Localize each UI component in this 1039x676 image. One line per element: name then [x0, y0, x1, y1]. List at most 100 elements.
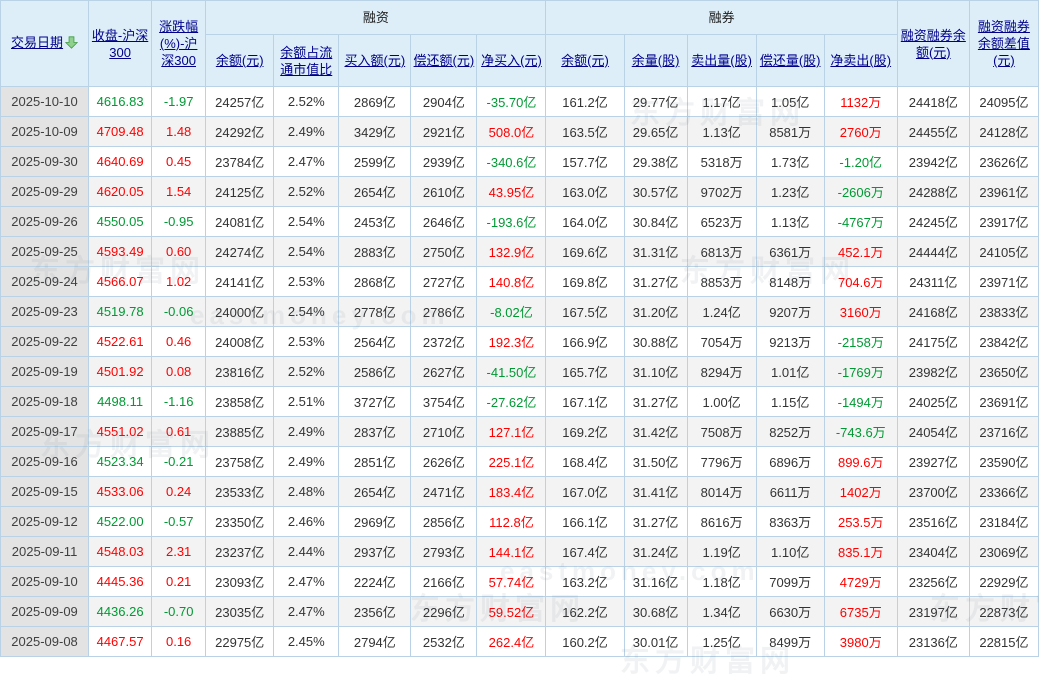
cell-rz-ratio: 2.51%	[273, 386, 340, 417]
col-header-change-csi300[interactable]: 涨跌幅(%)-沪深300	[151, 0, 207, 87]
col-header-rz-buy[interactable]: 买入额(元)	[338, 34, 412, 87]
cell-close: 4551.02	[88, 416, 153, 447]
cell-rz-buy: 3727亿	[338, 386, 412, 417]
cell-rz-net: 192.3亿	[476, 326, 547, 357]
cell-balance-diff: 23842亿	[968, 326, 1039, 357]
cell-total-balance: 23256亿	[896, 566, 970, 597]
trade-date-label[interactable]: 交易日期	[11, 35, 64, 50]
cell-chg: 0.61	[151, 416, 207, 447]
cell-rq-repay: 1.05亿	[755, 86, 825, 117]
cell-rz-balance: 24081亿	[205, 206, 275, 237]
cell-rq-balance: 157.7亿	[545, 146, 625, 177]
cell-rz-ratio: 2.47%	[273, 146, 340, 177]
cell-rq-balance: 169.2亿	[545, 416, 625, 447]
cell-total-balance: 24288亿	[896, 176, 970, 207]
cell-rz-repay: 3754亿	[410, 386, 478, 417]
cell-rz-repay: 2793亿	[410, 536, 478, 567]
col-header-total-balance[interactable]: 融资融券余额(元)	[896, 0, 970, 87]
cell-rq-net: 4729万	[823, 566, 898, 597]
cell-total-balance: 23982亿	[896, 356, 970, 387]
cell-rq-net: 253.5万	[823, 506, 898, 537]
cell-rq-qty: 30.01亿	[623, 626, 688, 657]
table-row: 2025-09-23 4519.78 -0.06 24000亿 2.54% 2778亿 27…	[0, 296, 1039, 327]
cell-rz-repay: 2646亿	[410, 206, 478, 237]
cell-rq-qty: 31.27亿	[623, 506, 688, 537]
cell-close: 4620.05	[88, 176, 153, 207]
table-row: 2025-09-11 4548.03 2.31 23237亿 2.44% 2937亿 279…	[0, 536, 1039, 567]
cell-total-balance: 24455亿	[896, 116, 970, 147]
cell-rq-net: 452.1万	[823, 236, 898, 267]
cell-rq-qty: 29.65亿	[623, 116, 688, 147]
cell-balance-diff: 23069亿	[968, 536, 1039, 567]
cell-rz-net: -340.6亿	[476, 146, 547, 177]
cell-balance-diff: 22815亿	[968, 626, 1039, 657]
cell-rq-sell: 7508万	[686, 416, 757, 447]
cell-chg: -1.16	[151, 386, 207, 417]
cell-rq-repay: 6361万	[755, 236, 825, 267]
col-header-rz-net[interactable]: 净买入(元)	[476, 34, 547, 87]
cell-rq-sell: 8853万	[686, 266, 757, 297]
cell-rz-buy: 2883亿	[338, 236, 412, 267]
cell-rz-buy: 2654亿	[338, 476, 412, 507]
cell-rq-balance: 166.9亿	[545, 326, 625, 357]
cell-rq-sell: 1.19亿	[686, 536, 757, 567]
cell-rz-net: 262.4亿	[476, 626, 547, 657]
table-row: 2025-09-26 4550.05 -0.95 24081亿 2.54% 2453亿 26…	[0, 206, 1039, 237]
cell-trade-date: 2025-09-25	[0, 236, 90, 267]
cell-trade-date: 2025-09-29	[0, 176, 90, 207]
col-header-close-csi300[interactable]: 收盘-沪深300	[88, 0, 153, 87]
cell-rz-repay: 2921亿	[410, 116, 478, 147]
cell-chg: 2.31	[151, 536, 207, 567]
table-row: 2025-09-25 4593.49 0.60 24274亿 2.54% 2883亿 275…	[0, 236, 1039, 267]
cell-total-balance: 23942亿	[896, 146, 970, 177]
col-header-rz-ratio[interactable]: 余额占流通市值比	[273, 34, 340, 87]
cell-rq-balance: 169.8亿	[545, 266, 625, 297]
cell-rq-repay: 1.01亿	[755, 356, 825, 387]
col-header-rq-net[interactable]: 净卖出(股)	[823, 34, 898, 87]
table-row: 2025-09-24 4566.07 1.02 24141亿 2.53% 2868亿 272…	[0, 266, 1039, 297]
cell-rq-qty: 30.68亿	[623, 596, 688, 627]
col-header-rz-repay[interactable]: 偿还额(元)	[410, 34, 478, 87]
cell-total-balance: 24175亿	[896, 326, 970, 357]
cell-rq-sell: 8616万	[686, 506, 757, 537]
col-header-rq-balance[interactable]: 余额(元)	[545, 34, 625, 87]
cell-rq-net: -2158万	[823, 326, 898, 357]
cell-rz-ratio: 2.54%	[273, 236, 340, 267]
cell-rq-balance: 166.1亿	[545, 506, 625, 537]
cell-rz-repay: 2904亿	[410, 86, 478, 117]
cell-rq-qty: 31.27亿	[623, 386, 688, 417]
cell-rq-repay: 8148万	[755, 266, 825, 297]
cell-rz-balance: 23035亿	[205, 596, 275, 627]
cell-trade-date: 2025-09-24	[0, 266, 90, 297]
col-header-trade-date[interactable]: 交易日期	[0, 0, 90, 87]
cell-rq-sell: 5318万	[686, 146, 757, 177]
cell-rq-qty: 31.20亿	[623, 296, 688, 327]
cell-rz-ratio: 2.52%	[273, 356, 340, 387]
cell-trade-date: 2025-09-15	[0, 476, 90, 507]
table-row: 2025-09-29 4620.05 1.54 24125亿 2.52% 2654亿 261…	[0, 176, 1039, 207]
cell-rz-repay: 2710亿	[410, 416, 478, 447]
cell-rq-sell: 8294万	[686, 356, 757, 387]
cell-balance-diff: 23691亿	[968, 386, 1039, 417]
cell-rz-balance: 23533亿	[205, 476, 275, 507]
cell-rz-ratio: 2.52%	[273, 176, 340, 207]
col-header-rq-sell[interactable]: 卖出量(股)	[686, 34, 757, 87]
table-row: 2025-09-09 4436.26 -0.70 23035亿 2.47% 2356亿 22…	[0, 596, 1039, 627]
cell-rz-net: 132.9亿	[476, 236, 547, 267]
cell-rq-sell: 7054万	[686, 326, 757, 357]
cell-balance-diff: 22929亿	[968, 566, 1039, 597]
cell-rz-net: -27.62亿	[476, 386, 547, 417]
col-header-rq-qty[interactable]: 余量(股)	[623, 34, 688, 87]
col-header-rz-balance[interactable]: 余额(元)	[205, 34, 275, 87]
col-header-balance-diff[interactable]: 融资融券余额差值(元)	[968, 0, 1039, 87]
cell-rq-net: 835.1万	[823, 536, 898, 567]
cell-balance-diff: 24095亿	[968, 86, 1039, 117]
cell-trade-date: 2025-09-19	[0, 356, 90, 387]
cell-total-balance: 24168亿	[896, 296, 970, 327]
col-header-rq-repay[interactable]: 偿还量(股)	[755, 34, 825, 87]
cell-chg: 0.45	[151, 146, 207, 177]
cell-rq-sell: 6813万	[686, 236, 757, 267]
cell-total-balance: 24245亿	[896, 206, 970, 237]
cell-rz-ratio: 2.49%	[273, 446, 340, 477]
